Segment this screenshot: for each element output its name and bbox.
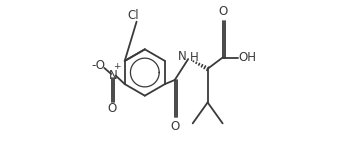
Text: O: O xyxy=(170,120,179,133)
Text: O: O xyxy=(107,102,117,115)
Text: N: N xyxy=(109,69,118,82)
Text: OH: OH xyxy=(238,51,256,64)
Text: O: O xyxy=(218,5,227,18)
Text: -O: -O xyxy=(92,59,105,72)
Text: +: + xyxy=(113,62,120,71)
Text: N: N xyxy=(178,50,187,63)
Text: Cl: Cl xyxy=(128,9,139,22)
Text: H: H xyxy=(190,51,198,64)
